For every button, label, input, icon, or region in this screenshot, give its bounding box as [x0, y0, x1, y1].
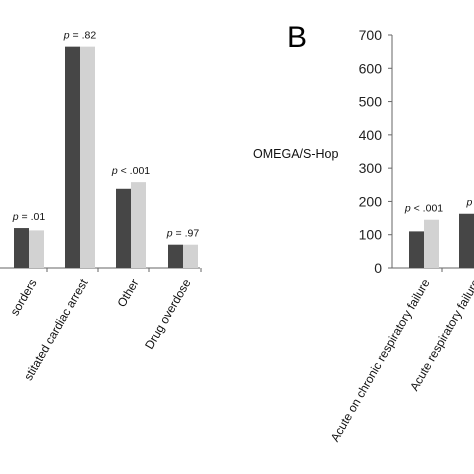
panel-label-b: B	[287, 21, 307, 54]
y-tick-label-b-5: 500	[359, 94, 383, 110]
bar-a-1-s0	[65, 46, 80, 269]
bar-a-0-s0	[14, 228, 29, 268]
p-label-a-1: p = .82	[63, 30, 97, 42]
bar-a-0-s1	[29, 230, 44, 268]
category-label-a-0: sorders	[7, 277, 39, 319]
bar-a-3-s0	[168, 244, 183, 268]
p-label-a-2: p < .001	[111, 165, 150, 177]
category-label-a-2: Other	[114, 277, 141, 310]
bar-a-2-s1	[131, 182, 146, 268]
bar-b-1-s0	[459, 213, 474, 268]
category-label-a-3: Drug overdose	[142, 276, 194, 351]
y-tick-label-b-3: 300	[359, 160, 383, 176]
p-label-a-0: p = .01	[12, 211, 46, 223]
p-label-a-3: p = .97	[166, 228, 200, 240]
category-label-b-0: Acute on chronic respiratory failure	[328, 276, 433, 444]
y-tick-label-b-7: 700	[359, 27, 383, 43]
bar-a-3-s1	[183, 244, 198, 268]
bar-a-1-s1	[80, 46, 95, 269]
panel-b-chart: B OMEGA/S-Hop 0 100 200 300 400 500 600 700 p < .0…	[253, 21, 474, 444]
y-tick-label-b-2: 200	[359, 193, 383, 209]
bar-b-0-s0	[409, 231, 424, 268]
bar-b-0-s1	[424, 219, 439, 268]
p-label-b-0: p < .001	[404, 203, 443, 215]
p-label-b-1: p <	[466, 197, 474, 209]
y-tick-label-b-4: 400	[359, 127, 383, 143]
y-axis-title-b: OMEGA/S-Hop	[253, 147, 338, 161]
bar-a-2-s0	[116, 188, 131, 268]
y-tick-label-b-0: 0	[374, 260, 382, 276]
y-tick-label-b-1: 100	[359, 227, 383, 243]
y-tick-label-b-6: 600	[359, 60, 383, 76]
